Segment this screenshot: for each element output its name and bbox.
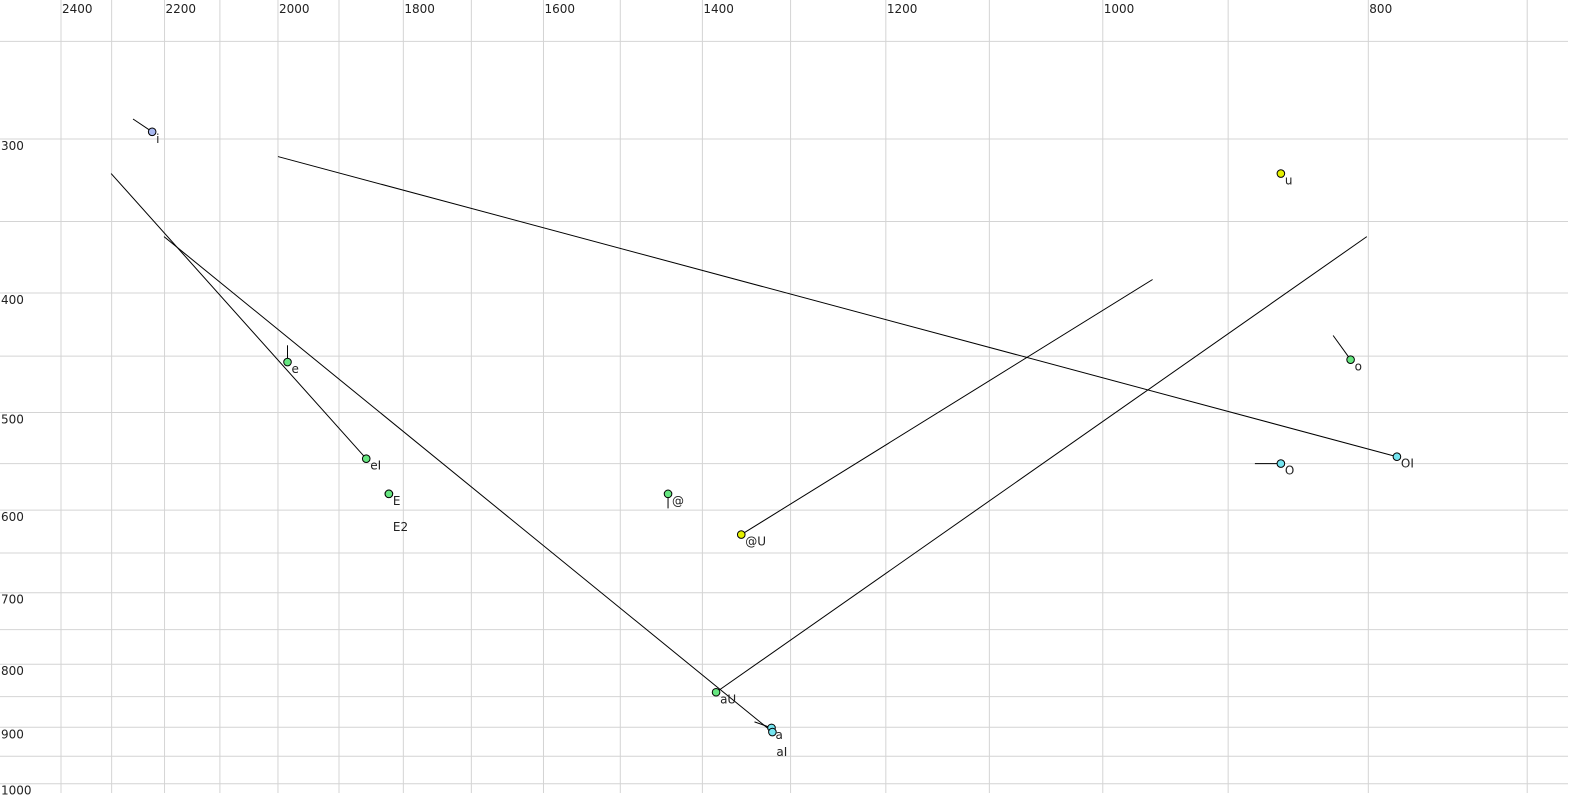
x-tick-label: 2200	[166, 2, 197, 16]
point-@U	[736, 530, 746, 539]
y-tick-label: 300	[1, 139, 24, 153]
point-label: @U	[745, 535, 766, 549]
point-label: O	[1285, 464, 1294, 478]
point-label: u	[1285, 174, 1293, 188]
trajectory-line	[715, 236, 1368, 693]
point-label: i	[156, 132, 159, 146]
point-label: E	[393, 494, 401, 508]
point-@	[663, 489, 673, 499]
point-label: @	[672, 494, 684, 508]
point-E2	[384, 489, 394, 499]
trajectory-line	[163, 236, 773, 733]
y-tick-label: 800	[1, 664, 24, 678]
y-tick-label: 1000	[1, 784, 32, 798]
point-i	[147, 127, 157, 137]
point-label: aI	[776, 745, 787, 759]
tick-labels: 2400 2200 2000 1800 1600 1400 1200 1000 800 300 40…	[1, 2, 1392, 798]
point-o	[1346, 355, 1355, 364]
point-O	[1276, 459, 1286, 468]
point-eI	[361, 454, 371, 463]
trajectory-line	[1332, 335, 1352, 360]
x-tick-label: 1800	[404, 2, 435, 16]
y-tick-label: 900	[1, 727, 24, 741]
x-tick-label: 2400	[62, 2, 93, 16]
point-label: o	[1355, 360, 1362, 374]
point-label: a	[776, 728, 783, 742]
trajectory-line	[277, 156, 1398, 458]
x-tick-label: 800	[1369, 2, 1392, 16]
point-label: eI	[370, 459, 381, 473]
points: i u e eI E E2 @ @U aU a aI o O OI	[147, 127, 1414, 759]
point-OI	[1392, 452, 1402, 462]
trajectory-line	[741, 279, 1153, 536]
y-tick-label: 700	[1, 593, 24, 607]
point-label: OI	[1401, 457, 1414, 471]
x-tick-label: 1000	[1104, 2, 1135, 16]
point-label: e	[292, 362, 299, 376]
y-tick-label: 400	[1, 293, 24, 307]
x-tick-label: 1200	[887, 2, 918, 16]
trajectories	[110, 118, 1398, 733]
point-u	[1276, 169, 1286, 178]
trajectory-line	[110, 173, 367, 460]
point-e	[283, 357, 292, 367]
point-aI	[768, 727, 777, 737]
x-tick-label: 2000	[279, 2, 310, 16]
point-label: aU	[720, 692, 736, 706]
x-tick-label: 1600	[544, 2, 575, 16]
y-tick-label: 500	[1, 413, 24, 427]
point-label: E2	[393, 520, 408, 534]
y-tick-label: 600	[1, 510, 24, 524]
x-tick-label: 1400	[703, 2, 734, 16]
point-aU	[711, 687, 721, 697]
